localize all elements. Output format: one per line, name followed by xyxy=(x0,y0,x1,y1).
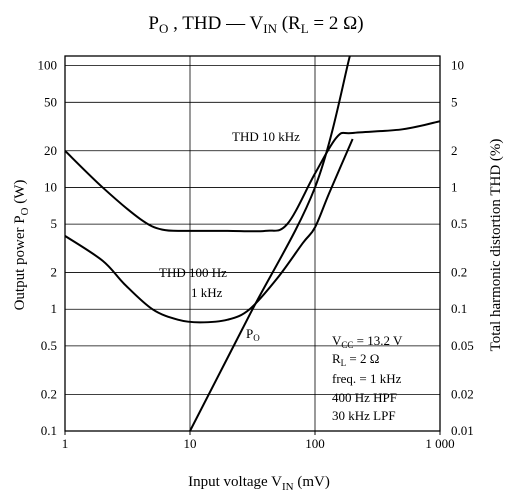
x-axis-label: Input voltage VIN (mV) xyxy=(188,474,330,493)
y-right-tick-label-7: 2 xyxy=(451,143,458,158)
y-right-tick-label-0: 0.01 xyxy=(451,423,474,438)
x-tick-label-1: 10 xyxy=(184,436,197,451)
y-left-tick-label-8: 50 xyxy=(44,94,57,109)
y-right-tick-label-8: 5 xyxy=(451,94,458,109)
y-left-tick-label-2: 0.5 xyxy=(41,338,57,353)
condition-hpf: 400 Hz HPF xyxy=(332,390,397,405)
y-left-tick-label-7: 20 xyxy=(44,143,57,158)
annotation-po: PO xyxy=(246,326,260,343)
series-2-line xyxy=(65,138,354,324)
y-left-tick-label-1: 0.2 xyxy=(41,386,57,401)
y-axis-label-right: Total harmonic distortion THD (%) xyxy=(488,139,504,352)
y-right-tick-label-2: 0.05 xyxy=(451,338,474,353)
y-left-tick-label-5: 5 xyxy=(51,216,58,231)
annotation-thd-100hz: THD 100 Hz xyxy=(159,265,227,280)
series-lines xyxy=(65,55,440,431)
y-right-tick-label-3: 0.1 xyxy=(451,301,467,316)
x-tick-label-3: 1 000 xyxy=(425,436,454,451)
y-right-tick-label-5: 0.5 xyxy=(451,216,467,231)
y-right-tick-label-6: 1 xyxy=(451,179,458,194)
condition-freq: freq. = 1 kHz xyxy=(332,371,402,386)
y-left-tick-label-0: 0.1 xyxy=(41,423,57,438)
series-0-line xyxy=(189,55,351,431)
condition-lpf: 30 kHz LPF xyxy=(332,408,396,423)
tick-labels: 1 10 100 1 000 0.1 0.2 0.5 1 2 5 10 20 50 100 0.01 0.02… xyxy=(38,58,474,451)
y-right-tick-label-4: 0.2 xyxy=(451,265,467,280)
y-right-tick-label-1: 0.02 xyxy=(451,386,474,401)
y-axis-label-left: Output power PO (W) xyxy=(12,180,31,311)
y-left-tick-label-3: 1 xyxy=(51,301,58,316)
annotation-1khz: 1 kHz xyxy=(191,285,223,300)
x-tick-label-0: 1 xyxy=(62,436,69,451)
plot-frame xyxy=(64,55,441,432)
conditions-box: VCC = 13.2 V RL = 2 Ω freq. = 1 kHz 400 … xyxy=(332,333,403,423)
y-right-tick-label-9: 10 xyxy=(451,58,464,73)
y-left-tick-label-4: 2 xyxy=(51,265,58,280)
annotation-thd-10khz: THD 10 kHz xyxy=(232,129,300,144)
y-left-tick-label-9: 100 xyxy=(38,58,58,73)
chart-title: PO , THD — VIN (RL = 2 Ω) xyxy=(148,13,363,36)
condition-vcc: VCC = 13.2 V xyxy=(332,333,403,350)
y-left-tick-label-6: 10 xyxy=(44,179,57,194)
condition-rl: RL = 2 Ω xyxy=(332,351,379,368)
x-tick-label-2: 100 xyxy=(305,436,325,451)
series-1-line xyxy=(65,120,440,233)
